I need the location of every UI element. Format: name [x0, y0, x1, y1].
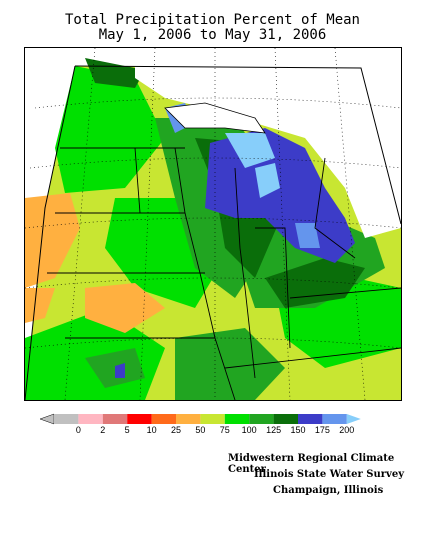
legend-swatch	[200, 414, 225, 424]
legend-swatch	[249, 414, 274, 424]
legend-swatch	[176, 414, 201, 424]
legend-tick-label: 150	[290, 425, 306, 435]
precip-area-over-200	[225, 133, 275, 168]
state-boundaries	[47, 147, 401, 400]
map-svg	[25, 48, 401, 400]
legend-swatch	[224, 414, 250, 424]
legend-tick-label: 2	[100, 425, 106, 435]
precip-area-150	[265, 258, 365, 308]
legend-tick-label: 75	[219, 425, 230, 435]
legend-tick-label: 100	[241, 425, 257, 435]
legend-swatch	[127, 414, 152, 424]
precip-area-175	[115, 363, 125, 378]
legend-swatch	[273, 414, 298, 424]
map-outline	[25, 65, 76, 400]
legend-tick-label: 0	[75, 425, 81, 435]
legend-swatch	[78, 414, 103, 424]
credit-line2: Illinois State Water Survey	[254, 469, 405, 480]
precip-area-50	[25, 288, 55, 323]
no-data-region	[135, 66, 401, 238]
precip-area-over-200	[255, 163, 280, 198]
precip-area-150	[85, 58, 145, 88]
precip-area-50	[85, 283, 165, 333]
map-outline	[74, 65, 401, 225]
legend-tick-label: 10	[146, 425, 157, 435]
legend-arrow-low	[39, 413, 55, 425]
legend-arrow-high	[346, 414, 361, 424]
legend-tick-label: 175	[314, 425, 330, 435]
precip-area-100	[55, 66, 165, 193]
precip-area-125	[175, 328, 285, 400]
legend-swatch	[298, 414, 323, 424]
precipitation-map	[24, 47, 402, 401]
legend-swatch	[54, 414, 79, 424]
graticule	[25, 48, 401, 400]
lake-superior	[164, 102, 266, 134]
legend-tick-label: 200	[339, 425, 355, 435]
legend-tick-label: 25	[170, 425, 182, 435]
precip-area-200	[295, 223, 320, 248]
legend-colorbar	[39, 413, 361, 425]
map-title-line1: Total Precipitation Percent of Mean	[64, 12, 360, 28]
legend-tick-label: 5	[124, 425, 130, 435]
map-title-line2: May 1, 2006 to May 31, 2006	[98, 27, 327, 43]
credit-line3: Champaign, Illinois	[273, 485, 384, 496]
legend-swatch	[151, 414, 176, 424]
legend-tick-label: 125	[266, 425, 282, 435]
legend-swatch	[322, 414, 347, 424]
credit-line1: Midwestern Regional Climate Center	[228, 453, 395, 475]
legend-swatch	[102, 414, 128, 424]
legend-tick-label: 50	[195, 425, 206, 435]
